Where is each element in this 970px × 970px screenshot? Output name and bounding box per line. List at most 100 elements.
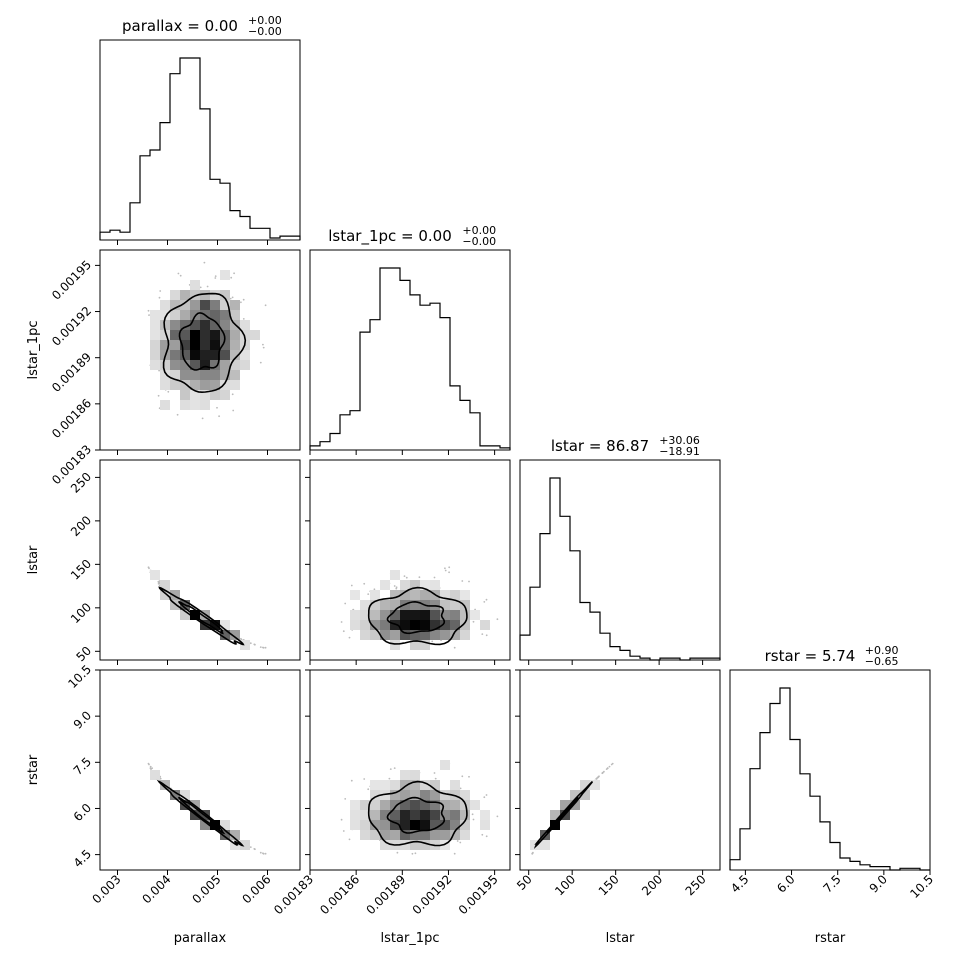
density-cell [570,790,580,800]
density-cell [370,790,380,800]
sample-point [405,576,408,579]
density-cell [450,810,460,820]
density-cell [460,810,470,820]
density-cell [170,380,180,390]
sample-point [461,775,464,778]
density-cell [190,310,200,320]
density-cell [360,820,370,830]
density-cell [420,830,430,840]
density-cell [430,780,440,790]
y-tick-label: 0.00192 [49,304,94,349]
density-cell [210,320,220,330]
sample-point [214,277,217,279]
density-cell [220,620,230,630]
density-cell [420,580,430,590]
density-cell [450,610,460,620]
y-tick-label: 0.00189 [49,350,94,395]
density-cell [410,600,420,610]
density-cell [450,630,460,640]
density-cell [460,600,470,610]
y-tick-label: 0.00186 [49,396,94,441]
density-cell [370,830,380,840]
density-cell [170,350,180,360]
density-cell [240,360,250,370]
title-sub-lstar: −18.91 [659,445,700,458]
contour-line [386,600,446,635]
density-cell [450,820,460,830]
density-cell [420,610,430,620]
density-cell [180,370,190,380]
contour-line [162,292,247,394]
density-cell [440,620,450,630]
density-cell [450,620,460,630]
density-cell [230,340,240,350]
sample-point [485,835,488,838]
density-cell [200,360,210,370]
sample-point [597,775,600,778]
x-axis-label-parallax: parallax [174,931,227,946]
density-cell [370,800,380,810]
density-cell [380,810,390,820]
x-tick-label: 200 [639,872,665,898]
density-cell [580,790,590,800]
density-cell [170,600,180,610]
sample-point [388,777,391,780]
sample-point [264,646,267,649]
density-cell [420,780,430,790]
density-cell [200,380,210,390]
density-cell [220,630,230,640]
density-cell [360,620,370,630]
density-cell [360,630,370,640]
density-cell [480,620,490,630]
density-cell [470,610,480,620]
sample-point [179,274,182,277]
density-cell [480,820,490,830]
density-cell [450,780,460,790]
density-cell [400,580,410,590]
sample-point [531,852,534,855]
sample-point [159,290,162,292]
density-cell [370,620,380,630]
density-cell [450,830,460,840]
sample-point [459,787,462,790]
sample-point [259,851,262,854]
density-cell [430,830,440,840]
density-cell [240,840,250,850]
density-cell [190,350,200,360]
density-cell [360,610,370,620]
density-cell [410,820,420,830]
density-cell [400,840,410,850]
sample-point [481,633,484,635]
density-cell [200,390,210,400]
sample-point [262,646,264,649]
density-cell [190,280,200,290]
y-tick-label: 10.5 [65,662,94,691]
density-cell [540,840,550,850]
density-cell [210,310,220,320]
density-cell [390,800,400,810]
x-tick-label: 0.003 [89,872,123,906]
density-cell [390,810,400,820]
density-cell [170,300,180,310]
density-cell [410,610,420,620]
sample-point [350,779,353,782]
density-cell [150,570,160,580]
histogram-rstar [729,687,930,871]
density-cell [200,400,210,410]
density-cell [220,270,230,280]
histogram-lstar_1pc [309,267,511,450]
density-cell [430,580,440,590]
x-tick-label: 0.00189 [363,872,408,917]
sample-point [340,818,343,821]
y-tick-label: 200 [68,513,94,539]
x-axis-label-lstar: lstar [606,931,635,946]
x-tick-label: 9.0 [867,872,890,895]
sample-point [199,286,202,289]
density-cell [190,380,200,390]
density-cell [150,360,160,370]
density-cell [220,380,230,390]
sample-point [418,576,421,579]
density-cell [400,780,410,790]
histogram-parallax [99,57,301,240]
sample-point [456,840,459,842]
